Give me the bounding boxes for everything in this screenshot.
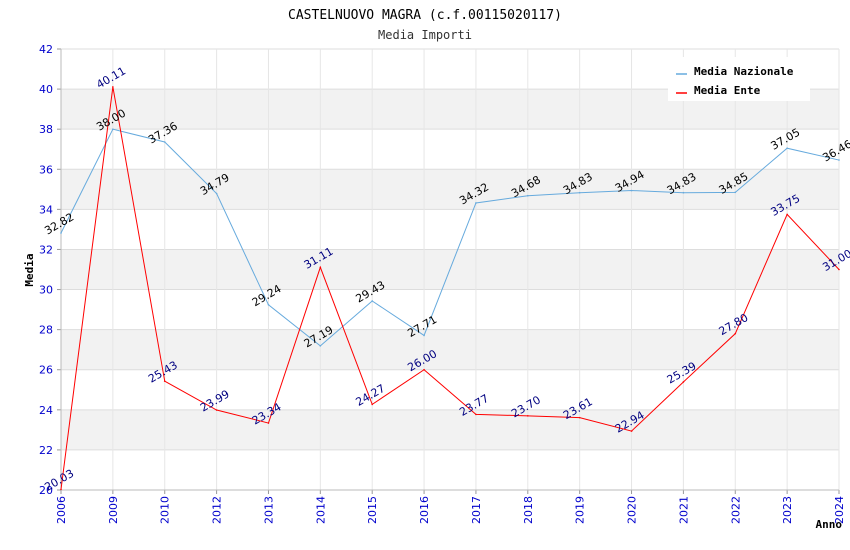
data-point: [60, 232, 62, 234]
data-point: [423, 334, 425, 337]
data-label-nazionale: 37.05: [768, 126, 802, 153]
data-point: [734, 191, 737, 194]
data-point: [163, 380, 166, 382]
grid-band: [61, 169, 839, 210]
x-axis-label: Anno: [816, 518, 843, 531]
axes: [57, 48, 840, 494]
data-point: [60, 488, 62, 491]
legend-box: [668, 57, 810, 101]
y-tick-label: 42: [39, 43, 53, 56]
data-point: [215, 192, 218, 195]
x-tick-label: 2012: [211, 496, 224, 524]
data-point: [112, 86, 114, 88]
x-tick-label: 2014: [314, 496, 327, 524]
data-point: [267, 303, 270, 306]
y-axis-label: Media: [23, 253, 36, 286]
data-point: [838, 268, 840, 271]
data-point: [527, 194, 529, 197]
data-point: [267, 422, 270, 424]
x-tick-label: 2016: [418, 496, 431, 524]
data-point: [734, 332, 737, 335]
data-point: [319, 266, 322, 269]
y-tick-label: 28: [39, 324, 53, 337]
legend-label-ente: Media Ente: [694, 84, 761, 97]
data-point: [163, 141, 166, 143]
grid-band: [61, 329, 839, 370]
grid-lines: [60, 48, 840, 491]
chart-subtitle: Media Importi: [378, 28, 472, 42]
y-tick-labels: 20 22 24 26 28 30 32 34 36 38 40 42: [39, 43, 53, 497]
data-point: [682, 191, 685, 194]
y-tick-label: 26: [39, 364, 53, 377]
y-tick-label: 22: [39, 444, 53, 457]
y-tick-label: 30: [39, 284, 53, 297]
data-point: [475, 413, 477, 416]
data-label-ente: 24.27: [354, 382, 388, 409]
data-point: [527, 415, 529, 417]
x-tick-label: 2024: [833, 496, 846, 524]
data-point: [786, 147, 788, 150]
x-tick-label: 2023: [781, 496, 794, 524]
x-tick-label: 2013: [262, 496, 275, 524]
data-point: [682, 381, 685, 383]
x-tick-label: 2020: [626, 496, 639, 524]
data-point: [838, 159, 840, 161]
x-tick-label: 2006: [55, 496, 68, 524]
x-tick-label: 2009: [107, 496, 120, 524]
chart-title: CASTELNUOVO MAGRA (c.f.00115020117): [288, 8, 562, 23]
y-tick-label: 32: [39, 243, 53, 256]
data-point: [319, 345, 322, 347]
data-point: [630, 430, 633, 432]
series-line-nazionale: [60, 128, 840, 347]
x-tick-label: 2021: [677, 496, 690, 524]
y-tick-label: 24: [39, 404, 53, 417]
data-label-ente: 40.11: [94, 64, 128, 91]
x-tick-labels: 2006 2009 2010 2012 2013 2014 2015 2016 2017 2018…: [55, 496, 846, 524]
data-point: [578, 416, 581, 419]
y-tick-label: 38: [39, 123, 53, 136]
data-point: [630, 189, 633, 192]
legend-label-nazionale: Media Nazionale: [694, 65, 794, 78]
data-label-nazionale: 36.46: [820, 138, 850, 165]
data-point: [475, 202, 477, 204]
x-tick-label: 2019: [574, 496, 587, 524]
data-point: [423, 368, 425, 371]
series-line-ente: [60, 86, 840, 490]
y-tick-label: 34: [39, 203, 53, 216]
x-tick-label: 2015: [366, 496, 379, 524]
legend: Media Nazionale Media Ente: [668, 57, 810, 101]
data-point: [112, 128, 114, 130]
data-point: [371, 403, 374, 406]
grid-band: [61, 409, 839, 450]
y-tick-label: 20: [39, 484, 53, 497]
data-point: [578, 191, 581, 194]
y-tick-label: 36: [39, 163, 53, 176]
data-point: [371, 300, 374, 302]
data-point: [786, 213, 788, 216]
x-tick-label: 2017: [470, 496, 483, 524]
x-tick-label: 2018: [522, 496, 535, 524]
y-tick-label: 40: [39, 83, 53, 96]
series-lines: [60, 86, 840, 491]
x-tick-label: 2010: [159, 496, 172, 524]
grid-bands: [61, 89, 839, 450]
x-tick-label: 2022: [729, 496, 742, 524]
data-point: [215, 409, 218, 411]
